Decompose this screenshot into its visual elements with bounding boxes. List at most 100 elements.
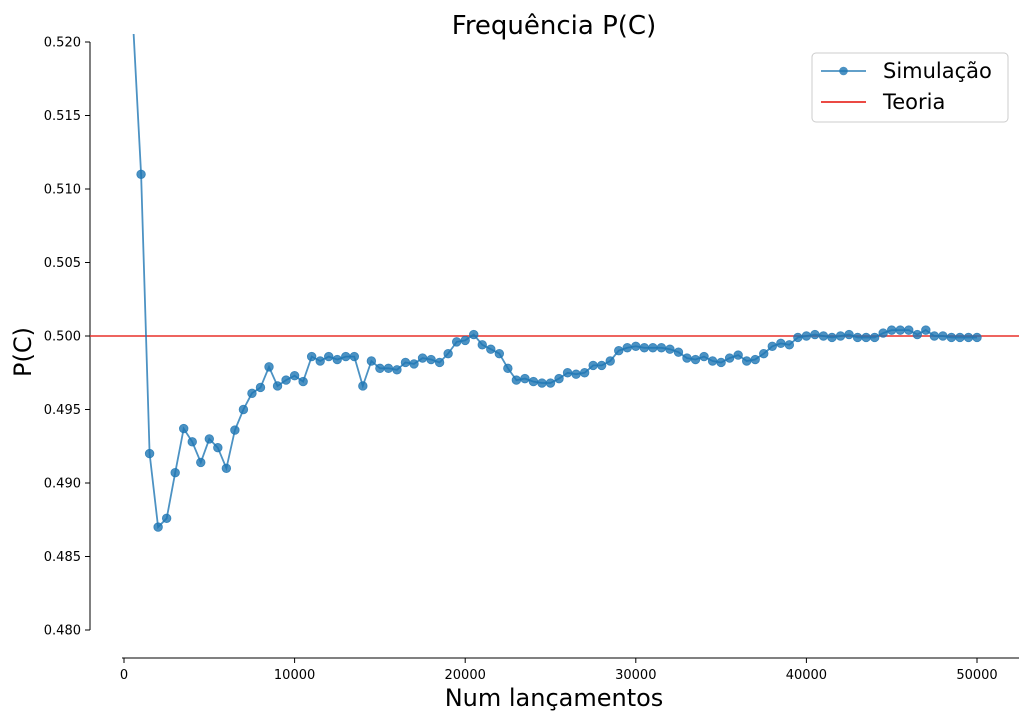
simulation-point <box>153 522 163 532</box>
chart-title: Frequência P(C) <box>452 11 656 41</box>
simulation-point <box>878 328 888 338</box>
simulation-point <box>443 348 453 359</box>
y-tick-label: 0.515 <box>44 109 81 124</box>
simulation-point <box>238 404 249 415</box>
simulation-point <box>324 351 334 362</box>
simulation-point <box>861 332 871 343</box>
legend: Simulação Teoria <box>811 52 1009 123</box>
axes: 0.480 0.485 0.490 0.495 0.500 0.505 0.510 0.515… <box>44 36 1019 683</box>
y-axis-label: P(C) <box>9 327 37 377</box>
simulation-point <box>144 448 155 459</box>
simulation-point <box>400 357 411 368</box>
legend-simulation-marker <box>839 66 848 76</box>
simulation-point <box>409 359 419 369</box>
simulation-point <box>341 351 351 362</box>
x-axis-label: Num lançamentos <box>445 684 664 712</box>
simulation-point <box>469 329 479 340</box>
simulation-point <box>213 443 223 453</box>
simulation-point <box>554 373 564 384</box>
simulation-point <box>972 332 982 343</box>
simulation-point <box>511 375 522 385</box>
simulation-point <box>827 332 837 343</box>
simulation-point <box>631 341 641 351</box>
simulation-point <box>451 337 462 347</box>
simulation-point <box>281 375 291 385</box>
simulation-point <box>929 331 940 341</box>
simulation-point <box>835 331 846 341</box>
simulation-point <box>648 343 658 353</box>
simulation-point <box>784 340 795 350</box>
y-tick-label: 0.485 <box>44 550 81 565</box>
simulation-point <box>963 332 974 343</box>
plot-area <box>90 8 1019 532</box>
simulation-point <box>682 353 692 363</box>
simulation-point <box>204 434 215 444</box>
x-tick-label: 30000 <box>615 668 656 683</box>
simulation-point <box>759 348 769 359</box>
simulation-point <box>716 357 726 368</box>
simulation-point <box>605 356 615 366</box>
simulation-point <box>161 513 172 523</box>
simulation-point <box>571 369 581 379</box>
simulation-point <box>426 354 436 365</box>
simulation-point <box>656 343 667 353</box>
simulation-point <box>562 368 573 378</box>
simulation-point <box>196 457 206 468</box>
simulation-point <box>434 357 445 368</box>
simulation-point <box>417 353 428 363</box>
simulation-series <box>128 8 982 532</box>
simulation-point <box>366 356 377 366</box>
simulation-point <box>306 351 317 362</box>
simulation-point <box>298 376 308 387</box>
simulation-point <box>545 378 556 388</box>
simulation-point <box>460 335 470 346</box>
simulation-point <box>793 332 803 343</box>
simulation-point <box>904 325 914 335</box>
simulation-point <box>255 382 266 393</box>
simulation-point <box>665 344 675 354</box>
simulation-point <box>579 368 590 378</box>
simulation-point <box>776 338 786 349</box>
simulation-point <box>869 332 880 343</box>
simulation-point <box>887 325 897 335</box>
simulation-point <box>528 376 539 387</box>
simulation-point <box>494 348 505 359</box>
simulation-point <box>170 468 180 478</box>
y-tick-label: 0.480 <box>44 624 81 639</box>
simulation-point <box>477 340 487 350</box>
simulation-point <box>750 354 760 365</box>
y-tick-label: 0.490 <box>44 477 81 492</box>
simulation-point <box>912 329 922 340</box>
simulation-point <box>503 363 513 374</box>
y-tick-label: 0.510 <box>44 183 81 198</box>
simulation-point <box>230 425 240 435</box>
simulation-point <box>520 373 530 384</box>
simulation-point <box>921 325 931 335</box>
simulation-point <box>673 347 684 357</box>
simulation-point <box>622 343 632 353</box>
simulation-point <box>332 354 342 365</box>
simulation-point <box>537 378 547 388</box>
y-tick-label: 0.495 <box>44 403 81 418</box>
simulation-point <box>596 360 607 371</box>
simulation-point <box>136 169 146 180</box>
simulation-point <box>486 344 496 354</box>
simulation-point <box>724 353 735 363</box>
simulation-point <box>315 356 325 366</box>
x-tick-label: 40000 <box>786 668 827 683</box>
simulation-point <box>852 332 863 343</box>
simulation-point <box>955 332 965 343</box>
x-tick-label: 10000 <box>274 668 315 683</box>
simulation-point <box>938 331 948 341</box>
x-tick-label: 50000 <box>956 668 997 683</box>
x-tick-label: 0 <box>120 668 128 683</box>
simulation-point <box>187 437 197 447</box>
simulation-point <box>810 329 820 340</box>
simulation-point <box>272 381 283 391</box>
simulation-point <box>818 331 829 341</box>
y-tick-label: 0.520 <box>44 36 81 51</box>
simulation-point <box>614 346 624 356</box>
simulation-point <box>179 423 189 434</box>
simulation-point <box>801 331 812 341</box>
simulation-point <box>128 8 137 17</box>
